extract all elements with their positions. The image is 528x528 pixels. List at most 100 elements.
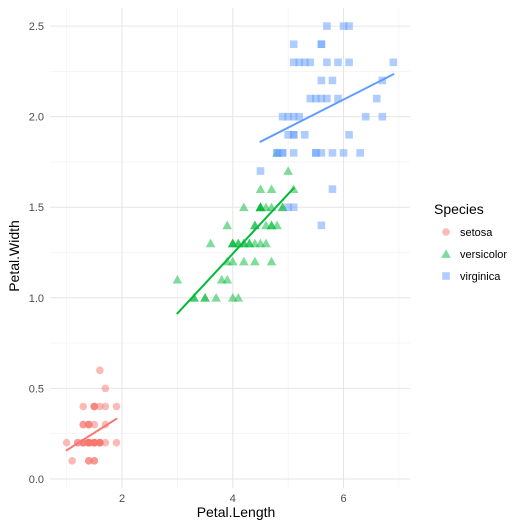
virginica-point xyxy=(361,112,370,121)
y-axis-title: Petal.Width xyxy=(6,220,22,292)
setosa-point xyxy=(96,402,104,411)
virginica-point xyxy=(378,112,387,121)
virginica-point xyxy=(339,149,348,157)
x-axis-title: Petal.Length xyxy=(197,504,276,520)
virginica-point xyxy=(328,185,337,193)
legend-item-setosa: setosa xyxy=(442,227,493,239)
versicolor-point xyxy=(255,184,266,193)
virginica-point xyxy=(289,112,298,121)
versicolor-point xyxy=(172,274,183,284)
virginica-point xyxy=(372,94,381,103)
virginica-point xyxy=(323,22,331,30)
virginica-point xyxy=(345,130,353,139)
setosa-point xyxy=(101,438,110,447)
versicolor-point xyxy=(255,202,266,212)
virginica-point xyxy=(317,149,326,157)
setosa-point xyxy=(90,438,99,447)
virginica-point xyxy=(334,58,342,67)
virginica-point xyxy=(339,22,348,30)
x-tick-label: 2 xyxy=(119,493,125,505)
virginica-point xyxy=(306,58,315,67)
virginica-point xyxy=(289,149,298,157)
versicolor-point xyxy=(233,293,244,302)
legend-label: virginica xyxy=(460,271,501,283)
virginica-point xyxy=(345,22,353,30)
virginica-point xyxy=(300,130,309,139)
virginica-point xyxy=(323,94,331,103)
virginica-point xyxy=(356,149,364,157)
versicolor-point xyxy=(261,220,271,230)
versicolor-point xyxy=(239,256,249,266)
legend-title: Species xyxy=(434,201,484,217)
legend-key-versicolor xyxy=(441,249,451,258)
x-tick-label: 6 xyxy=(340,493,346,505)
virginica-point xyxy=(345,58,353,67)
virginica-point xyxy=(334,94,342,103)
setosa-point xyxy=(62,438,71,447)
series-versicolor xyxy=(172,148,299,302)
setosa-point xyxy=(90,420,99,429)
y-tick-label: 0.5 xyxy=(29,383,44,395)
versicolor-fit-line xyxy=(176,187,295,315)
legend-key-marker xyxy=(442,228,450,236)
setosa-point xyxy=(84,438,93,447)
versicolor-point xyxy=(222,220,233,230)
legend-key-virginica xyxy=(442,272,450,280)
virginica-point xyxy=(289,40,298,49)
legend-key-marker xyxy=(441,249,451,258)
virginica-point xyxy=(389,58,398,67)
setosa-point xyxy=(96,366,104,375)
setosa-point xyxy=(96,438,104,447)
virginica-point xyxy=(289,203,298,212)
virginica-point xyxy=(317,76,326,85)
virginica-point xyxy=(328,76,337,85)
setosa-point xyxy=(90,457,99,465)
grid xyxy=(50,8,410,488)
versicolor-point xyxy=(244,238,255,248)
versicolor-point xyxy=(250,256,260,266)
virginica-point xyxy=(295,58,304,67)
y-tick-label: 2.5 xyxy=(29,21,44,33)
virginica-point xyxy=(289,58,298,67)
setosa-point xyxy=(112,438,121,447)
legend-label: versicolor xyxy=(460,249,507,261)
setosa-point xyxy=(84,420,93,429)
legend-label: setosa xyxy=(460,227,493,239)
virginica-point xyxy=(306,94,315,103)
data-points xyxy=(62,22,398,465)
x-tick-label: 4 xyxy=(230,493,236,505)
axis-ticks: 2 4 6 0.0 0.5 1.0 1.5 2.0 2.5 xyxy=(29,21,347,505)
versicolor-point xyxy=(200,293,210,302)
virginica-point xyxy=(312,149,320,157)
setosa-point xyxy=(68,457,76,465)
setosa-point xyxy=(79,420,88,429)
y-tick-label: 0.0 xyxy=(29,474,44,486)
virginica-point xyxy=(284,130,292,139)
versicolor-point xyxy=(216,274,227,284)
legend-item-virginica: virginica xyxy=(442,271,501,283)
versicolor-point xyxy=(211,293,221,302)
virginica-point xyxy=(273,149,281,157)
virginica-point xyxy=(323,58,331,67)
virginica-point xyxy=(317,221,326,230)
setosa-point xyxy=(101,402,110,411)
setosa-point xyxy=(112,402,121,411)
virginica-point xyxy=(312,94,320,103)
virginica-point xyxy=(284,203,292,212)
legend-key-marker xyxy=(442,272,450,280)
virginica-point xyxy=(256,167,265,175)
versicolor-point xyxy=(283,166,293,175)
versicolor-point xyxy=(239,202,249,212)
legend-item-versicolor: versicolor xyxy=(441,249,507,261)
versicolor-point xyxy=(272,220,282,230)
virginica-point xyxy=(289,130,298,139)
virginica-point xyxy=(278,149,287,157)
virginica-point xyxy=(317,40,326,49)
virginica-fit-line xyxy=(259,73,395,143)
series-setosa xyxy=(62,366,121,465)
versicolor-point xyxy=(266,184,277,193)
versicolor-point xyxy=(227,256,238,266)
virginica-point xyxy=(317,94,326,103)
versicolor-point xyxy=(266,256,277,266)
